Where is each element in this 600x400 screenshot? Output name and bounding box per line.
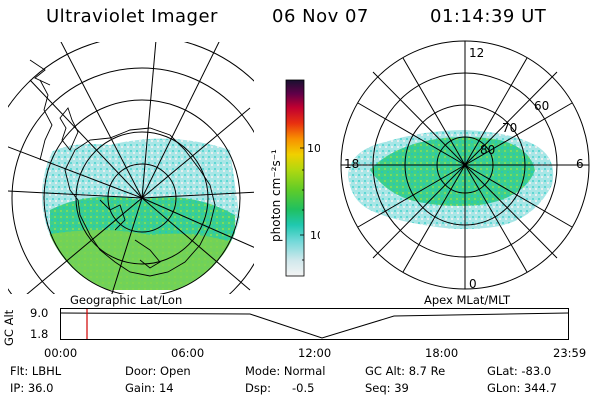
mlat-label-80: 80 [480, 143, 495, 157]
gc-alt-readout: GC Alt: 8.7 Re [365, 364, 446, 378]
altitude-timeline [60, 308, 569, 340]
ip-readout: IP: 36.0 [10, 381, 54, 395]
glon-readout: GLon: 344.7 [487, 381, 557, 395]
time-readout: 01:14:39 UT [430, 6, 547, 27]
apex-label: Apex MLat/MLT [424, 293, 511, 307]
seq-readout: Seq: 39 [365, 381, 409, 395]
timeline-x-tick-2359: 23:59 [553, 346, 587, 360]
glat-readout: GLat: -83.0 [487, 364, 552, 378]
colorbar-unit-label: photon cm⁻²s⁻¹ [269, 149, 283, 242]
date-readout: 06 Nov 07 [272, 6, 369, 27]
geographic-label: Geographic Lat/Lon [70, 293, 183, 307]
dsp-readout: Dsp: [245, 381, 272, 395]
colorbar-tick-10: 10 [310, 229, 320, 242]
mlt-label-12: 12 [469, 46, 484, 60]
door-readout: Door: Open [125, 364, 191, 378]
filter-readout: Flt: LBHL [10, 364, 62, 378]
dsp-value: -0.5 [292, 381, 315, 395]
mlat-label-60: 60 [534, 99, 549, 113]
mlt-label-18: 18 [344, 157, 359, 171]
mlt-label-6: 6 [576, 157, 584, 171]
timeline-y-label: GC Alt [2, 309, 16, 346]
colorbar-gradient [285, 79, 305, 277]
timeline-y-tick-9: 9.0 [30, 306, 49, 320]
timeline-x-tick-0000: 00:00 [44, 346, 78, 360]
timeline-x-tick-1800: 18:00 [425, 346, 459, 360]
timeline-y-tick-1: 1.8 [30, 327, 49, 341]
gain-readout: Gain: 14 [125, 381, 174, 395]
timeline-x-tick-1200: 12:00 [298, 346, 332, 360]
mlat-label-70: 70 [502, 121, 517, 135]
geographic-map [8, 42, 254, 294]
altitude-curve [60, 312, 569, 339]
colorbar: 100 10 photon cm⁻²s⁻¹ [269, 79, 320, 277]
mlt-label-0: 0 [469, 277, 477, 291]
colorbar-tick-100: 100 [307, 142, 320, 155]
timeline-x-tick-0600: 06:00 [171, 346, 205, 360]
mode-readout: Mode: Normal [245, 364, 326, 378]
app-title: Ultraviolet Imager [46, 6, 218, 27]
magnetic-map: 80 70 60 12 18 6 0 [340, 40, 590, 291]
